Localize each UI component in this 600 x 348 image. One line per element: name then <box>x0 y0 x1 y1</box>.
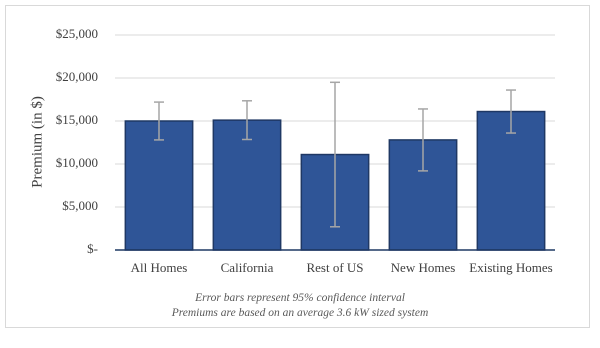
error-bar <box>330 81 340 228</box>
x-tick-label: California <box>220 260 274 275</box>
bar <box>476 110 546 251</box>
x-tick-label: All Homes <box>130 260 188 275</box>
error-bar <box>506 89 516 134</box>
note: Premiums are based on an average 3.6 kW … <box>171 307 429 319</box>
note: Error bars represent 95% confidence inte… <box>195 292 405 304</box>
y-axis-label: Premium (in $) <box>29 96 45 188</box>
y-tick-label: $20,000 <box>56 69 98 84</box>
error-bar <box>154 101 164 141</box>
x-tick-label: New Homes <box>390 260 456 275</box>
x-tick-label: Existing Homes <box>469 260 553 275</box>
x-tick-label: Rest of US <box>306 260 364 275</box>
y-tick-label: $10,000 <box>56 155 98 170</box>
error-bar <box>418 108 428 172</box>
y-tick-label: $- <box>87 241 98 256</box>
y-tick-label: $15,000 <box>56 112 98 127</box>
error-bar <box>242 100 252 141</box>
y-tick-label: $5,000 <box>62 198 98 213</box>
y-tick-label: $25,000 <box>56 26 98 41</box>
chart-border <box>5 5 590 328</box>
